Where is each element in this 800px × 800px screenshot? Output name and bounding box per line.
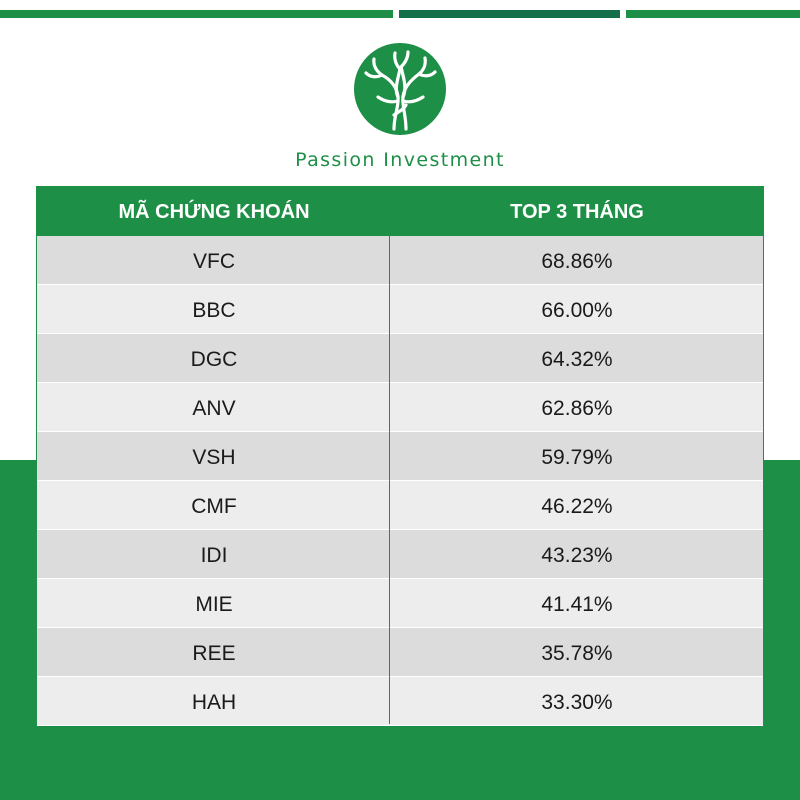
table-row: DGC 64.32% [37, 334, 763, 383]
table-row: REE 35.78% [37, 628, 763, 677]
table-row: VFC 68.86% [37, 236, 763, 285]
return-value-cell: 46.22% [541, 495, 613, 518]
stock-code-cell: ANV [192, 397, 236, 420]
table-row: CMF 46.22% [37, 481, 763, 530]
stock-code-cell: HAH [191, 691, 237, 714]
table-row: IDI 43.23% [37, 530, 763, 579]
stock-code-cell: DGC [190, 348, 238, 371]
tree-icon [354, 43, 446, 135]
top-bar-left [0, 10, 393, 18]
stock-code-cell: IDI [200, 544, 228, 567]
brand-name: Passion Investment [295, 149, 505, 171]
column-divider [389, 236, 390, 724]
return-value-cell: 64.32% [541, 348, 613, 371]
header-stock-code: MÃ CHỨNG KHOÁN [118, 201, 310, 223]
table-row: VSH 59.79% [37, 432, 763, 481]
stock-table: MÃ CHỨNG KHOÁN TOP 3 THÁNG VFC 68.86% BB… [36, 186, 764, 726]
table-row: ANV 62.86% [37, 383, 763, 432]
return-value-cell: 68.86% [541, 250, 613, 273]
top-decorative-bars [0, 10, 800, 18]
top-bar-right [626, 10, 800, 18]
table-row: BBC 66.00% [37, 285, 763, 334]
stock-code-cell: VFC [193, 250, 235, 273]
return-value-cell: 43.23% [541, 544, 613, 567]
table-row: MIE 41.41% [37, 579, 763, 628]
stock-code-cell: REE [192, 642, 236, 665]
stock-code-cell: MIE [195, 593, 233, 616]
return-value-cell: 35.78% [541, 642, 613, 665]
return-value-cell: 33.30% [541, 691, 613, 714]
return-value-cell: 41.41% [541, 593, 613, 616]
table-row: HAH 33.30% [37, 677, 763, 726]
return-value-cell: 62.86% [541, 397, 613, 420]
header-top-3-months: TOP 3 THÁNG [510, 201, 644, 223]
table-header: MÃ CHỨNG KHOÁN TOP 3 THÁNG [37, 187, 763, 236]
stock-code-cell: BBC [192, 299, 236, 322]
return-value-cell: 66.00% [541, 299, 613, 322]
table-body: VFC 68.86% BBC 66.00% DGC 64.32% ANV 62.… [37, 236, 763, 726]
return-value-cell: 59.79% [541, 446, 613, 469]
top-bar-middle [399, 10, 620, 18]
stock-code-cell: CMF [191, 495, 237, 518]
stock-code-cell: VSH [192, 446, 236, 469]
